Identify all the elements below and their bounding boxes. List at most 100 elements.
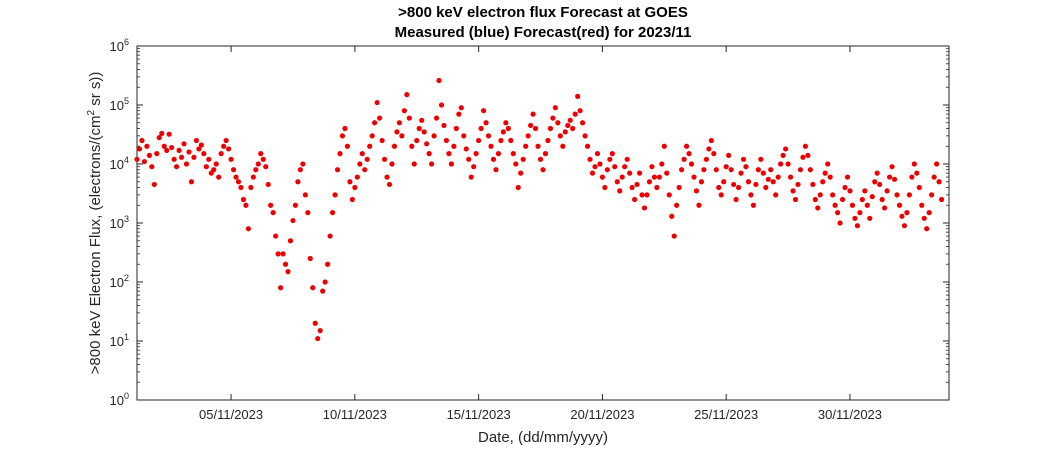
data-point — [919, 202, 925, 208]
data-point — [914, 170, 920, 176]
data-point — [367, 143, 373, 149]
data-point — [389, 161, 395, 167]
x-tick-label: 05/11/2023 — [199, 407, 263, 422]
x-tick-label: 20/11/2023 — [570, 407, 634, 422]
data-point — [713, 167, 719, 173]
data-point — [718, 192, 724, 198]
chart-subtitle: Measured (blue) Forecast(red) for 2023/1… — [395, 24, 692, 41]
data-point — [391, 143, 398, 149]
data-point — [716, 184, 722, 191]
data-point — [295, 179, 301, 185]
data-point — [842, 184, 848, 191]
data-point — [934, 161, 940, 167]
data-point — [726, 152, 732, 158]
data-point — [156, 135, 162, 141]
data-point — [731, 181, 737, 188]
data-point — [783, 146, 789, 152]
data-point — [513, 161, 519, 167]
data-point — [446, 151, 452, 157]
data-point — [854, 223, 861, 229]
data-point — [282, 261, 289, 267]
data-point — [476, 137, 482, 144]
data-point — [683, 143, 690, 149]
data-point — [468, 174, 474, 180]
data-point — [886, 174, 893, 180]
data-point — [787, 174, 794, 180]
y-tick-label: 105 — [110, 96, 129, 113]
data-point — [584, 143, 591, 149]
data-point — [409, 143, 415, 149]
data-point — [542, 151, 549, 157]
data-point — [218, 151, 224, 157]
data-point — [146, 152, 152, 158]
data-point — [332, 192, 338, 198]
data-point — [688, 161, 695, 167]
data-point — [149, 164, 155, 170]
data-point — [864, 202, 870, 208]
data-point — [755, 167, 761, 173]
data-point — [780, 152, 786, 158]
data-point — [671, 233, 677, 239]
data-point — [552, 105, 558, 111]
data-point — [812, 196, 818, 203]
data-point — [305, 210, 311, 216]
data-point — [582, 133, 588, 139]
data-point — [485, 133, 492, 139]
data-point — [277, 285, 284, 291]
x-tick-label: 15/11/2023 — [447, 407, 511, 422]
data-point — [320, 288, 326, 294]
data-point — [693, 188, 700, 194]
x-tick-label: 25/11/2023 — [694, 407, 758, 422]
data-point — [233, 174, 239, 180]
data-point — [178, 154, 185, 160]
data-point — [260, 156, 266, 162]
data-point — [139, 137, 145, 144]
data-point — [364, 156, 370, 162]
data-point — [213, 161, 219, 167]
data-point — [929, 192, 935, 198]
data-point — [515, 184, 521, 191]
data-point — [300, 161, 306, 167]
data-point — [406, 115, 412, 121]
data-point — [419, 117, 425, 123]
y-tick-label: 100 — [110, 391, 129, 408]
data-point — [144, 143, 150, 149]
data-point — [636, 170, 643, 176]
data-point — [882, 205, 888, 211]
data-point — [773, 192, 779, 198]
data-point — [495, 151, 502, 157]
data-point — [807, 167, 813, 173]
data-point — [775, 174, 781, 180]
data-point — [656, 174, 662, 180]
data-point — [906, 192, 912, 198]
data-point — [421, 129, 427, 135]
data-point — [166, 131, 172, 137]
data-point — [617, 188, 623, 194]
data-point — [268, 202, 274, 208]
data-point — [473, 151, 479, 157]
data-point — [785, 161, 791, 167]
data-point — [317, 328, 323, 334]
data-point — [931, 174, 937, 180]
data-point — [255, 161, 261, 167]
data-point — [750, 202, 757, 208]
data-point — [347, 179, 353, 185]
data-point — [253, 167, 259, 173]
data-point — [674, 202, 680, 208]
data-point — [443, 137, 450, 144]
data-point — [587, 156, 593, 162]
y-axis-label-prefix: >800 keV Electron Flux, (electrons/(cm — [87, 116, 104, 375]
data-point — [265, 181, 271, 188]
data-point — [748, 192, 754, 198]
data-point — [290, 217, 296, 224]
data-point — [765, 176, 771, 182]
data-point — [518, 170, 524, 176]
data-point — [572, 111, 578, 117]
data-point — [624, 156, 630, 162]
data-point — [627, 170, 633, 176]
data-point — [646, 179, 653, 185]
data-point — [426, 151, 432, 157]
y-tick-base: 10 — [110, 216, 124, 231]
data-point — [532, 125, 539, 132]
data-point — [676, 184, 682, 191]
